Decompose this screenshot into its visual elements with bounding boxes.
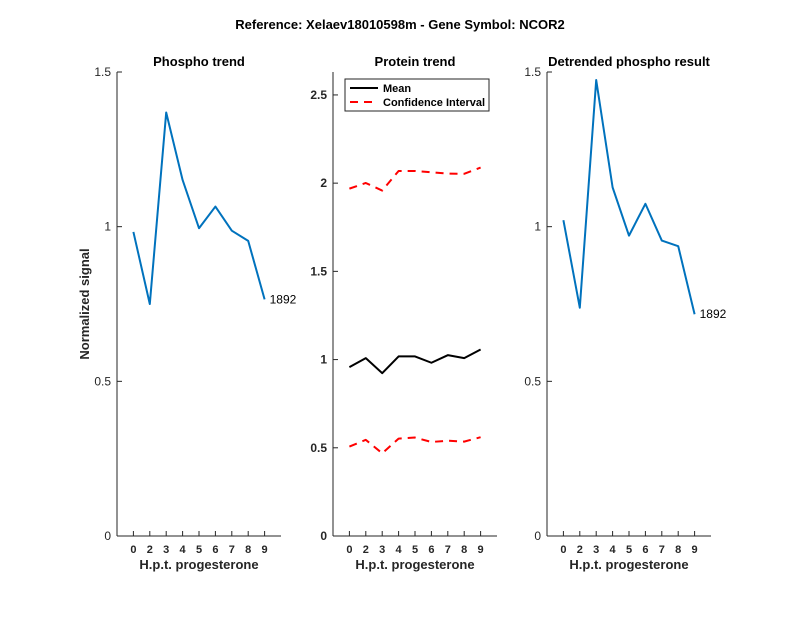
panel-title: Protein trend [375,54,456,69]
x-tick-label: 9 [262,544,268,556]
x-tick-label: 3 [593,544,599,556]
end-label: 1892 [700,307,727,321]
x-tick-label: 9 [478,544,484,556]
y-tick-label: 0 [534,529,541,543]
y-tick-label: 0 [104,529,111,543]
y-axis-label: Normalized signal [77,248,92,359]
x-tick-label: 2 [577,544,583,556]
y-tick-label: 2.5 [310,88,327,102]
figure-title: Reference: Xelaev18010598m - Gene Symbol… [235,17,565,32]
y-tick-label: 2 [320,176,327,190]
x-axis-label: H.p.t. progesterone [139,557,258,572]
x-axis-label: H.p.t. progesterone [569,557,688,572]
legend [344,78,490,112]
y-tick-label: 1 [534,220,541,234]
y-tick-label: 0.5 [310,441,327,455]
x-tick-label: 4 [180,544,187,556]
legend-entry: Mean [383,83,411,95]
x-tick-label: 4 [396,544,403,556]
series-line [132,111,266,305]
x-axis-label: H.p.t. progesterone [355,557,474,572]
x-tick-label: 0 [346,544,352,556]
x-tick-label: 2 [147,544,153,556]
y-tick-label: 1 [104,220,111,234]
x-tick-label: 7 [659,544,665,556]
x-tick-label: 5 [412,544,418,556]
x-tick-label: 4 [610,544,617,556]
x-tick-label: 9 [692,544,698,556]
x-tick-label: 8 [461,544,467,556]
panel-title: Phospho trend [153,54,245,69]
series-line [349,436,481,455]
x-tick-label: 8 [675,544,681,556]
y-tick-label: 0.5 [94,374,111,388]
y-tick-label: 1.5 [524,65,541,79]
series-line [348,348,482,375]
y-tick-label: 0 [320,529,327,543]
x-tick-label: 0 [130,544,136,556]
x-tick-label: 5 [626,544,632,556]
y-tick-label: 1 [320,353,327,367]
x-tick-label: 5 [196,544,202,556]
panel-title: Detrended phospho result [548,54,710,69]
x-tick-label: 6 [212,544,218,556]
x-tick-label: 2 [363,544,369,556]
x-tick-label: 6 [428,544,434,556]
y-tick-label: 1.5 [94,65,111,79]
y-tick-label: 1.5 [310,264,327,278]
x-tick-label: 3 [379,544,385,556]
legend-entry: Confidence Interval [383,97,485,109]
x-tick-label: 7 [229,544,235,556]
x-tick-label: 6 [642,544,648,556]
x-tick-label: 8 [245,544,251,556]
x-tick-label: 0 [560,544,566,556]
y-tick-label: 0.5 [524,374,541,388]
series-line [562,79,696,315]
end-label: 1892 [270,292,297,306]
x-tick-label: 7 [445,544,451,556]
x-tick-label: 3 [163,544,169,556]
